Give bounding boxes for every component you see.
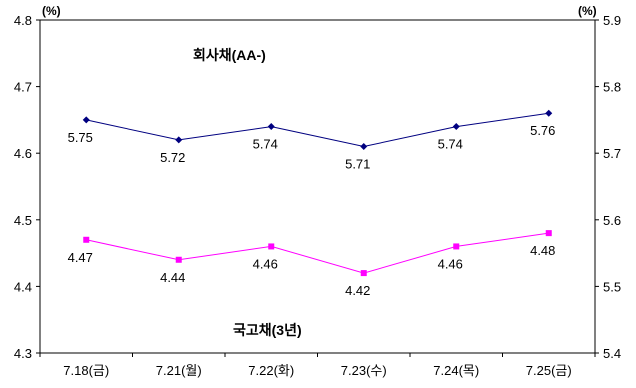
right-tick-label: 5.9 bbox=[603, 13, 621, 28]
x-tick-label: 7.25(금) bbox=[526, 363, 572, 378]
series-name-treasury-bond: 국고채(3년) bbox=[233, 322, 302, 338]
series-1-point bbox=[175, 256, 182, 263]
series-0-data-label: 5.75 bbox=[68, 130, 93, 145]
series-1-point bbox=[83, 236, 90, 243]
plot-area bbox=[39, 19, 596, 354]
series-0-point bbox=[82, 116, 90, 124]
left-tick-label: 4.6 bbox=[14, 146, 32, 161]
series-0-data-label: 5.71 bbox=[345, 157, 370, 172]
right-tick-label: 5.7 bbox=[603, 146, 621, 161]
series-0-data-label: 5.74 bbox=[253, 137, 278, 152]
left-axis-unit: (%) bbox=[42, 4, 61, 18]
x-tick-label: 7.23(수) bbox=[341, 363, 387, 378]
series-1-data-label: 4.46 bbox=[438, 256, 463, 271]
left-tick-label: 4.4 bbox=[14, 279, 32, 294]
right-tick-label: 5.4 bbox=[603, 346, 621, 361]
series-1-line bbox=[86, 232, 549, 274]
left-tick-label: 4.7 bbox=[14, 80, 32, 95]
series-1-point bbox=[360, 270, 367, 277]
x-tick-label: 7.18(금) bbox=[63, 363, 109, 378]
series-0-data-label: 5.76 bbox=[530, 123, 555, 138]
left-tick-label: 4.3 bbox=[14, 346, 32, 361]
left-axis-ticks: 4.3 4.4 4.5 4.6 4.7 4.8 bbox=[14, 13, 40, 361]
series-0-point bbox=[267, 123, 275, 131]
series-1-data-label: 4.46 bbox=[253, 256, 278, 271]
series-0-point bbox=[545, 109, 553, 117]
right-axis-ticks: 5.4 5.5 5.6 5.7 5.8 5.9 bbox=[595, 13, 621, 361]
series-0-line bbox=[86, 112, 549, 148]
series-0-data-label: 5.74 bbox=[438, 137, 463, 152]
series-0-data-label: 5.72 bbox=[160, 150, 185, 165]
series-1-point bbox=[268, 243, 275, 250]
x-tick-label: 7.24(목) bbox=[433, 363, 479, 378]
x-tick-label: 7.21(월) bbox=[156, 363, 202, 378]
x-tick-label: 7.22(화) bbox=[248, 363, 294, 378]
series-1-data-label: 4.47 bbox=[68, 250, 93, 265]
series-1-data-label: 4.42 bbox=[345, 283, 370, 298]
series-1-data-label: 4.44 bbox=[160, 270, 185, 285]
series-name-corporate-bond: 회사채(AA-) bbox=[193, 47, 266, 63]
left-tick-label: 4.5 bbox=[14, 213, 32, 228]
series-1-data-label: 4.48 bbox=[530, 243, 555, 258]
series-0-point bbox=[452, 123, 460, 131]
left-tick-label: 4.8 bbox=[14, 13, 32, 28]
right-axis-unit: (%) bbox=[578, 4, 597, 18]
series-layer: 5.75 5.72 5.74 5.71 5.74 5.76 4.47 4.44 4.46 4.42… bbox=[68, 109, 555, 298]
right-tick-label: 5.8 bbox=[603, 80, 621, 95]
right-tick-label: 5.5 bbox=[603, 279, 621, 294]
series-0-point bbox=[360, 143, 368, 151]
series-0-point bbox=[175, 136, 183, 144]
series-1-point bbox=[545, 230, 552, 237]
x-axis-ticks: 7.18(금) 7.21(월) 7.22(화) 7.23(수) 7.24(목) 7.25(… bbox=[39, 353, 596, 378]
series-1-point bbox=[453, 243, 460, 250]
right-tick-label: 5.6 bbox=[603, 213, 621, 228]
